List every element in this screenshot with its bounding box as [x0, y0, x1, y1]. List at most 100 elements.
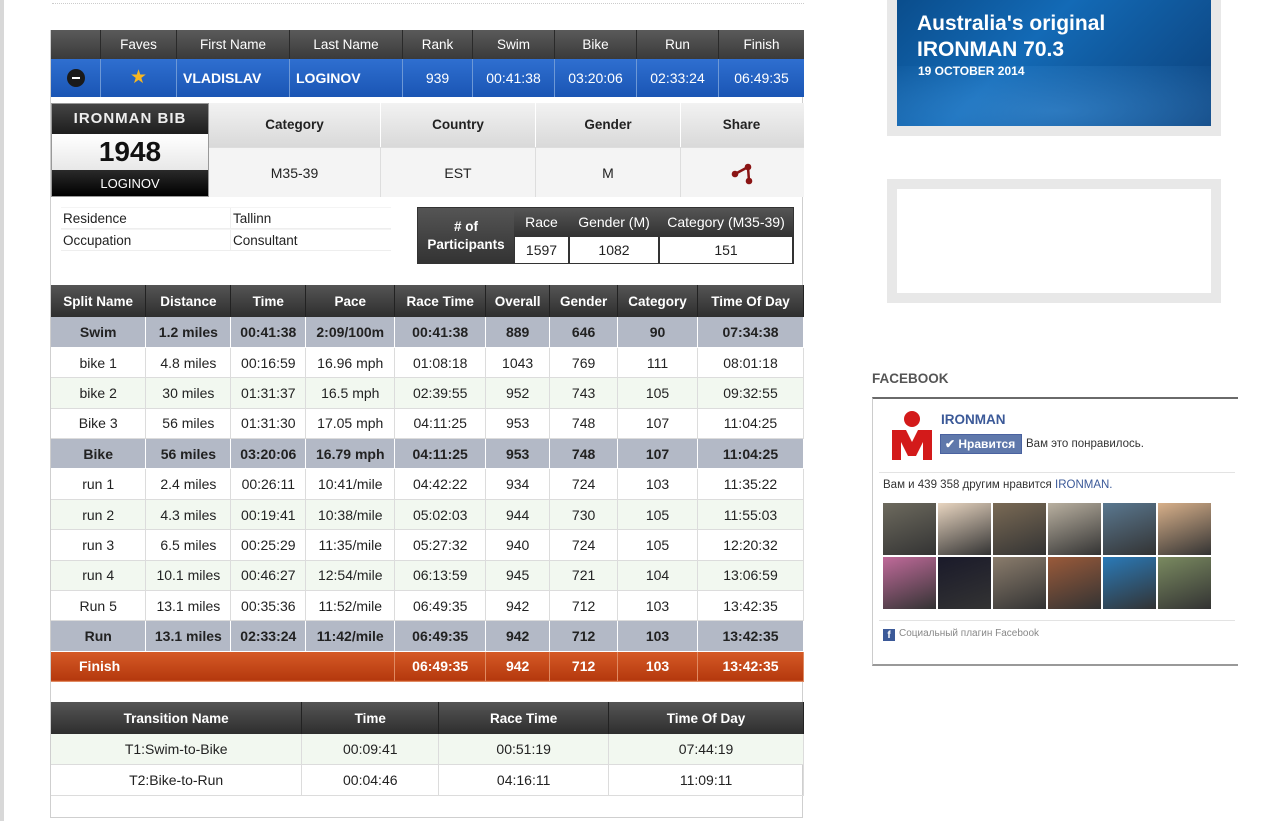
- transition-cell: T2:Bike-to-Run: [51, 764, 303, 796]
- fan-avatar[interactable]: [938, 557, 991, 609]
- split-cell: run 4: [51, 560, 147, 592]
- athlete-row[interactable]: ★ VLADISLAV LOGINOV 939 00:41:38 03:20:0…: [51, 59, 804, 97]
- split-cell: 04:11:25: [394, 438, 487, 470]
- col-faves: Faves: [101, 30, 177, 59]
- favorite-cell[interactable]: ★: [101, 59, 177, 97]
- participants-category-value: 151: [659, 236, 793, 264]
- finish-row: Finish 06:49:35 942 712 103 13:42:35: [51, 651, 804, 683]
- transitions-table: Transition Name Time Race Time Time Of Day …: [51, 702, 804, 796]
- fan-avatar[interactable]: [1158, 557, 1211, 609]
- fan-avatar[interactable]: [993, 503, 1046, 555]
- left-rail: [0, 0, 4, 821]
- transitions-col-header: Time Of Day: [608, 702, 804, 734]
- split-cell: 104: [617, 560, 699, 592]
- fan-avatar[interactable]: [1103, 557, 1156, 609]
- fan-avatar[interactable]: [883, 503, 936, 555]
- facebook-page-name[interactable]: IRONMAN: [941, 412, 1006, 427]
- star-icon[interactable]: ★: [129, 67, 148, 88]
- col-finish: Finish: [743, 37, 780, 52]
- facebook-footer[interactable]: f Социальный плагин Facebook: [883, 628, 1039, 641]
- participants-race-head: Race: [514, 208, 569, 236]
- check-icon: ✔: [945, 437, 959, 451]
- share-cell[interactable]: [681, 148, 802, 197]
- splits-col-header: Overall: [485, 285, 551, 317]
- fan-avatar[interactable]: [1103, 503, 1156, 555]
- divider: [879, 620, 1235, 621]
- finish-gender: 712: [549, 651, 619, 683]
- split-cell: 721: [549, 560, 619, 592]
- split-cell: 11:52/mile: [305, 590, 396, 622]
- split-cell: 00:19:41: [230, 499, 307, 531]
- split-cell: 748: [549, 438, 619, 470]
- share-icon[interactable]: [730, 163, 754, 185]
- ad-image[interactable]: Australia's original IRONMAN 70.3 19 OCT…: [897, 0, 1211, 126]
- finish-overall: 942: [485, 651, 551, 683]
- split-cell: 6.5 miles: [145, 529, 232, 561]
- split-cell: 952: [485, 377, 551, 409]
- split-cell: run 1: [51, 468, 147, 500]
- split-cell: run 3: [51, 529, 147, 561]
- facebook-icon: f: [883, 629, 895, 641]
- transition-cell: 11:09:11: [608, 764, 804, 796]
- fan-avatar[interactable]: [938, 503, 991, 555]
- col-swim: Swim: [473, 30, 555, 59]
- splits-col-header: Time: [230, 285, 307, 317]
- split-row: bike 2 30 miles 01:31:37 16.5 mph 02:39:55 95…: [51, 377, 804, 409]
- finish-time: 06:49:35: [734, 70, 789, 86]
- splits-col-header: Split Name: [51, 285, 147, 317]
- finish-race-time: 06:49:35: [394, 651, 487, 683]
- split-row: run 2 4.3 miles 00:19:41 10:38/mile 05:02:03…: [51, 499, 804, 531]
- participants-gender-head: Gender (M): [569, 208, 659, 236]
- split-cell: 08:01:18: [697, 347, 804, 379]
- ad-banner[interactable]: Australia's original IRONMAN 70.3 19 OCT…: [887, 0, 1221, 136]
- split-cell: 56 miles: [145, 408, 232, 440]
- participants-gender: Gender (M) 1082: [569, 208, 659, 264]
- page-link[interactable]: IRONMAN.: [1055, 479, 1113, 491]
- transition-cell: 04:16:11: [438, 764, 610, 796]
- splits-header-row: Split Name Distance Time Pace Race Time Overa…: [51, 285, 804, 317]
- transition-cell: 00:04:46: [301, 764, 440, 796]
- split-row: Run 5 13.1 miles 00:35:36 11:52/mile 06:49:3…: [51, 590, 804, 622]
- bib-number: 1948: [52, 134, 208, 170]
- top-divider: [52, 3, 804, 4]
- split-cell: 00:16:59: [230, 347, 307, 379]
- fan-avatar[interactable]: [1048, 503, 1101, 555]
- info-values: M35-39 EST M: [209, 147, 804, 197]
- split-cell: 06:13:59: [394, 560, 487, 592]
- split-cell: 889: [485, 317, 551, 348]
- fan-avatar[interactable]: [883, 557, 936, 609]
- ad-placeholder-inner: [897, 189, 1211, 293]
- split-cell: 953: [485, 438, 551, 470]
- occupation-value: Consultant: [230, 230, 391, 250]
- split-cell: 16.5 mph: [305, 377, 396, 409]
- split-cell: 00:26:11: [230, 468, 307, 500]
- split-cell: 105: [617, 377, 699, 409]
- split-row: run 4 10.1 miles 00:46:27 12:54/mile 06:13:5…: [51, 560, 804, 592]
- category-label: Category: [209, 103, 381, 147]
- fan-avatar[interactable]: [1048, 557, 1101, 609]
- split-cell: 04:42:22: [394, 468, 487, 500]
- split-cell: 06:49:35: [394, 620, 487, 652]
- split-row: Swim 1.2 miles 00:41:38 2:09/100m 00:41:38 88…: [51, 317, 804, 348]
- finish-label: Finish: [51, 651, 396, 683]
- likes-count-text: Вам и 439 358 другим нравится: [883, 479, 1052, 491]
- collapse-toggle[interactable]: [51, 59, 101, 97]
- ironman-logo[interactable]: [889, 410, 935, 462]
- participants-category: Category (M35-39) 151: [659, 208, 793, 264]
- minus-icon[interactable]: [66, 68, 85, 87]
- split-cell: 01:08:18: [394, 347, 487, 379]
- split-cell: 1.2 miles: [145, 317, 232, 348]
- split-cell: run 2: [51, 499, 147, 531]
- split-cell: 1043: [485, 347, 551, 379]
- col-first-name: First Name: [177, 30, 290, 59]
- fan-avatar[interactable]: [993, 557, 1046, 609]
- transition-cell: 00:51:19: [438, 734, 610, 765]
- split-cell: 03:20:06: [230, 438, 307, 470]
- split-cell: 13:06:59: [697, 560, 804, 592]
- split-cell: 16.79 mph: [305, 438, 396, 470]
- split-cell: 945: [485, 560, 551, 592]
- like-button[interactable]: ✔ Нравится: [940, 434, 1023, 454]
- split-cell: 90: [617, 317, 699, 348]
- fan-avatar[interactable]: [1158, 503, 1211, 555]
- gender-value: M: [536, 148, 681, 197]
